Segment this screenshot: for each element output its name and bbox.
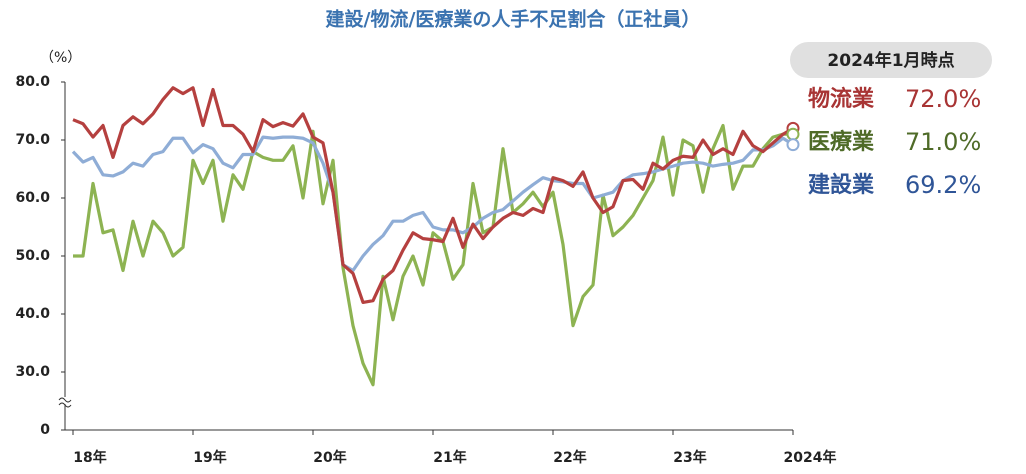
y-tick-label: 60.0 xyxy=(15,190,50,206)
y-tick-label: 0 xyxy=(40,422,50,438)
annotation: 2024年1月時点 xyxy=(827,50,954,71)
legend-name: 物流業 xyxy=(808,86,875,112)
end-value-label: 72.0% xyxy=(905,85,981,113)
legend-name: 医療業 xyxy=(808,129,875,155)
y-tick-label: 40.0 xyxy=(15,306,50,322)
x-tick-label: 22年 xyxy=(553,449,586,466)
axis-break xyxy=(58,397,72,408)
end-marker xyxy=(786,127,800,141)
x-tick-label: 19年 xyxy=(193,449,226,466)
end-marker xyxy=(786,138,800,152)
y-tick-label: 80.0 xyxy=(15,74,50,90)
y-tick-label: 50.0 xyxy=(15,248,50,264)
series-line xyxy=(71,135,794,273)
x-tick-label: 23年 xyxy=(673,449,706,466)
y-axis-label: （%） xyxy=(40,50,81,66)
series-line xyxy=(72,86,794,304)
end-value-label: 71.0% xyxy=(905,128,981,156)
x-tick-label: 18年 xyxy=(73,449,106,466)
x-tick-label: 2024年 xyxy=(784,449,837,466)
x-tick-label: 20年 xyxy=(313,449,346,466)
series-line xyxy=(73,123,793,387)
x-tick-label: 21年 xyxy=(433,449,466,466)
chart-title: 建設/物流/医療業の人手不足割合（正社員） xyxy=(326,8,701,31)
annotation-box xyxy=(790,42,992,78)
y-tick-label: 30.0 xyxy=(15,364,50,380)
y-tick-label: 70.0 xyxy=(15,132,50,148)
legend-name: 建設業 xyxy=(808,172,875,198)
end-value-label: 69.2% xyxy=(905,171,981,199)
